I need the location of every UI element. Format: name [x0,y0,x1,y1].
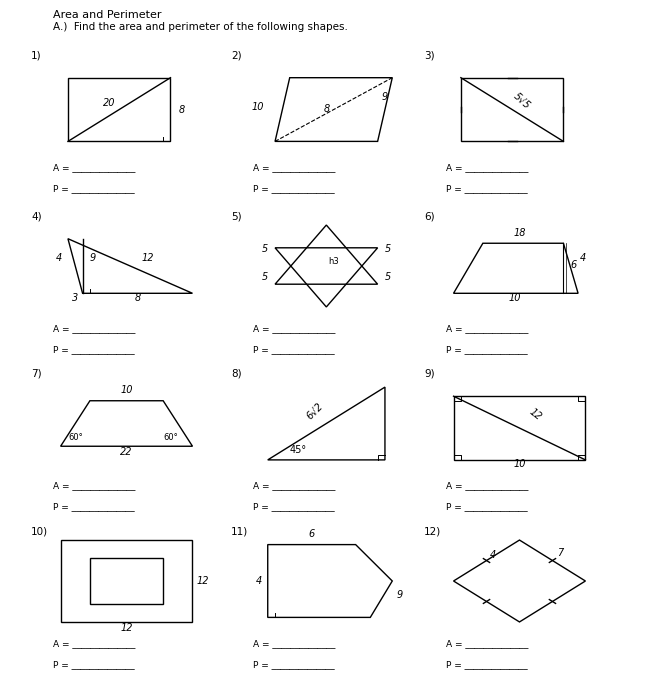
Text: 12: 12 [197,576,209,586]
Text: 60°: 60° [163,433,178,442]
Text: P = ______________: P = ______________ [253,660,335,669]
Text: Area and Perimeter: Area and Perimeter [53,10,162,20]
Text: 22: 22 [121,447,133,457]
Text: 5): 5) [231,211,242,221]
Text: A = ______________: A = ______________ [446,163,529,172]
Text: P = ______________: P = ______________ [253,503,335,512]
Text: 10): 10) [31,526,49,536]
Text: 4: 4 [256,576,262,586]
Text: 10: 10 [513,459,525,469]
Text: 12): 12) [424,526,442,536]
Text: 7: 7 [557,547,563,557]
Text: 8: 8 [323,104,330,114]
Text: 60°: 60° [68,433,83,442]
Text: 9): 9) [424,369,435,379]
Text: 10: 10 [251,102,264,111]
Text: 6: 6 [571,260,577,270]
Text: 5: 5 [385,244,391,254]
Text: 4): 4) [31,211,42,221]
Text: 5: 5 [385,272,391,281]
Text: A = ______________: A = ______________ [446,639,529,648]
Text: A = ______________: A = ______________ [253,163,336,172]
Text: A = ______________: A = ______________ [253,324,336,333]
Text: 20: 20 [103,98,115,108]
Text: A = ______________: A = ______________ [446,324,529,333]
Text: 8: 8 [135,293,141,302]
Text: 6√2: 6√2 [304,400,325,421]
Text: A.)  Find the area and perimeter of the following shapes.: A.) Find the area and perimeter of the f… [53,22,348,32]
Text: A = ______________: A = ______________ [253,639,336,648]
Text: A = ______________: A = ______________ [53,639,136,648]
Text: P = ______________: P = ______________ [446,184,528,193]
Text: 5: 5 [262,244,268,254]
Text: 1): 1) [31,50,42,60]
Text: P = ______________: P = ______________ [53,184,135,193]
Text: 8): 8) [231,369,242,379]
Text: A = ______________: A = ______________ [446,482,529,491]
Text: h3: h3 [328,257,339,266]
Text: 12: 12 [527,407,543,423]
Text: P = ______________: P = ______________ [446,345,528,354]
Text: 8: 8 [179,104,185,115]
Text: 3: 3 [72,293,79,302]
Text: 6): 6) [424,211,435,221]
Text: P = ______________: P = ______________ [53,345,135,354]
Text: 4: 4 [579,253,585,263]
Text: A = ______________: A = ______________ [53,163,136,172]
Text: 10: 10 [509,293,521,302]
Text: 6: 6 [308,529,315,539]
Text: 4: 4 [56,253,63,263]
Text: 7): 7) [31,369,42,379]
Text: 5√5: 5√5 [512,90,533,111]
Text: 12: 12 [141,253,154,263]
Text: 4: 4 [490,550,496,560]
Text: P = ______________: P = ______________ [53,660,135,669]
Text: 9: 9 [90,253,96,263]
Text: P = ______________: P = ______________ [446,660,528,669]
Text: 2): 2) [231,50,242,60]
Text: 9: 9 [397,589,403,600]
Text: A = ______________: A = ______________ [53,324,136,333]
Text: P = ______________: P = ______________ [253,345,335,354]
Text: 9: 9 [382,92,388,102]
Text: P = ______________: P = ______________ [446,503,528,512]
Text: 10: 10 [121,386,133,396]
Text: 45°: 45° [290,444,307,454]
Text: A = ______________: A = ______________ [253,482,336,491]
Text: 12: 12 [121,623,133,633]
Text: 11): 11) [231,526,248,536]
Text: 18: 18 [513,228,525,238]
Text: P = ______________: P = ______________ [253,184,335,193]
Text: 5: 5 [262,272,268,281]
Text: P = ______________: P = ______________ [53,503,135,512]
Text: A = ______________: A = ______________ [53,482,136,491]
Text: 3): 3) [424,50,435,60]
